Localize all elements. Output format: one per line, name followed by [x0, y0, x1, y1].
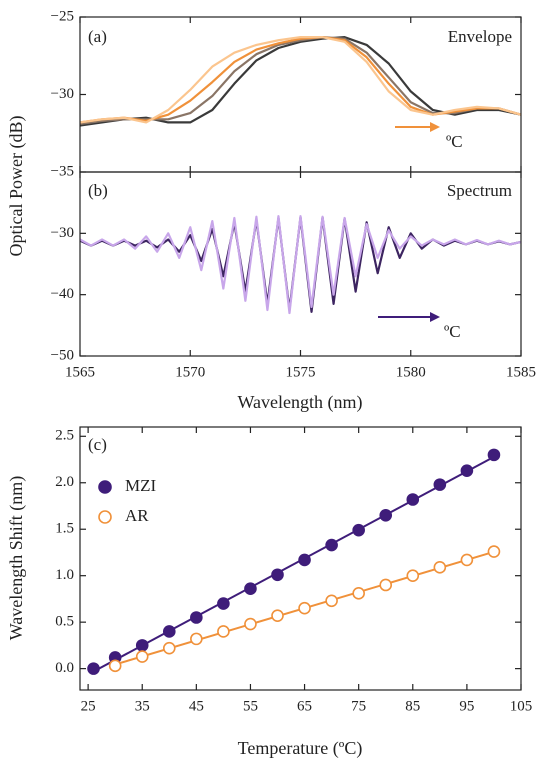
point [217, 625, 230, 638]
point [487, 545, 501, 558]
point [487, 448, 501, 462]
y-tick-label: 0.5 [55, 614, 74, 630]
plot-area [80, 36, 521, 127]
x-tick-label: 75 [351, 698, 366, 714]
plot-area [80, 215, 521, 315]
legend-marker [98, 510, 112, 524]
x-tick-label: 95 [459, 698, 474, 714]
x-tick-label: 1565 [65, 364, 95, 380]
y-tick-label: −50 [51, 347, 74, 363]
curve [80, 36, 521, 124]
point [190, 632, 203, 646]
point [190, 611, 203, 624]
y-tick-label: −40 [51, 286, 74, 302]
fit-line [93, 455, 495, 673]
point [352, 587, 365, 600]
x-tick-label: 1570 [175, 364, 205, 380]
x-tick-label: 1580 [396, 364, 426, 380]
y-tick-label: −30 [51, 86, 74, 102]
panel-label: (a) [88, 27, 107, 46]
y-tick-label: 2.5 [55, 428, 74, 444]
legend-label: MZI [125, 476, 157, 495]
curve [80, 215, 521, 315]
legend-marker [98, 480, 112, 494]
legend-label: AR [125, 506, 149, 525]
y-tick-label: 1.5 [55, 521, 74, 537]
y-tick-label: −30 [51, 225, 74, 241]
x-tick-label: 1585 [506, 364, 536, 380]
x-tick-label: 105 [510, 698, 533, 714]
point [298, 553, 311, 567]
point [271, 609, 284, 622]
point [325, 538, 338, 552]
y-axis-label: Wavelength Shift (nm) [6, 476, 27, 641]
arrow [395, 122, 440, 132]
point [352, 523, 365, 537]
arrow [378, 312, 440, 322]
point [298, 601, 311, 615]
curve [80, 216, 521, 313]
x-tick-label: 55 [243, 698, 258, 714]
panel-label: (c) [88, 435, 107, 454]
arrow-label: ºC [444, 322, 461, 341]
point [406, 493, 420, 506]
panel-label: (b) [88, 181, 108, 200]
arrow-label: ºC [446, 132, 463, 151]
point [244, 617, 257, 631]
x-tick-label: 45 [189, 698, 204, 714]
point [379, 508, 393, 522]
point [460, 553, 474, 567]
x-axis-label: Wavelength (nm) [237, 392, 362, 413]
point [379, 578, 393, 592]
y-tick-label: 2.0 [55, 474, 74, 490]
x-tick-label: 85 [405, 698, 420, 714]
y-tick-label: −25 [51, 8, 74, 24]
point [244, 582, 257, 596]
point [433, 478, 447, 491]
y-axis-label: Optical Power (dB) [6, 116, 27, 257]
point [406, 569, 420, 582]
axes-frame [79, 426, 522, 691]
y-tick-label: −35 [51, 163, 74, 179]
x-tick-label: 1575 [286, 364, 316, 380]
y-tick-label: 0.0 [55, 660, 74, 676]
plot-area [87, 448, 501, 675]
x-axis-label: Temperature (ºC) [238, 738, 363, 759]
point [135, 639, 149, 652]
point [162, 625, 176, 638]
point [135, 650, 149, 663]
point [217, 597, 230, 610]
point [433, 561, 447, 574]
point [162, 641, 176, 655]
point [460, 464, 474, 477]
x-tick-label: 65 [297, 698, 312, 714]
point [271, 568, 284, 582]
y-tick-label: 1.0 [55, 567, 74, 583]
x-tick-label: 25 [81, 698, 96, 714]
point [108, 659, 122, 673]
point [87, 662, 100, 675]
annotation: Spectrum [447, 181, 512, 200]
x-tick-label: 35 [135, 698, 150, 714]
point [325, 594, 338, 608]
annotation: Envelope [448, 27, 512, 46]
